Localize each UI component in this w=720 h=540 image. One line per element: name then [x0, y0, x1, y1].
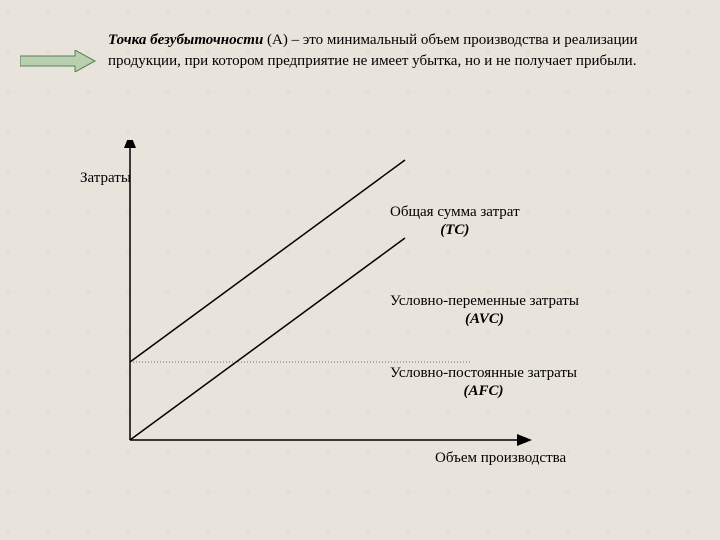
line-label-abbr: (AFC) — [390, 382, 577, 400]
chart: Затраты Общая сумма затрат(TC)Условно-пе… — [90, 140, 650, 490]
line-label-abbr: (AVC) — [390, 310, 579, 328]
x-axis-label: Объем производства — [435, 450, 566, 467]
line-label-tc: Общая сумма затрат(TC) — [390, 203, 520, 239]
chart-line-tc — [130, 160, 405, 362]
line-label-avc: Условно-переменные затраты(AVC) — [390, 292, 579, 328]
chart-line-avc — [130, 238, 405, 440]
line-label-text: Условно-постоянные затраты — [390, 364, 577, 382]
arrow-icon — [20, 50, 100, 72]
line-label-abbr: (TC) — [390, 221, 520, 239]
title-text: Точка безубыточности (А) – это минимальн… — [108, 30, 678, 72]
line-label-afc: Условно-постоянные затраты(AFC) — [390, 364, 577, 400]
line-label-text: Условно-переменные затраты — [390, 292, 579, 310]
y-axis-label: Затраты — [80, 170, 131, 187]
pointer-arrow — [20, 50, 100, 77]
title-letter: (А) — [267, 32, 288, 48]
line-label-text: Общая сумма затрат — [390, 203, 520, 221]
title-term: Точка безубыточности — [108, 32, 263, 48]
